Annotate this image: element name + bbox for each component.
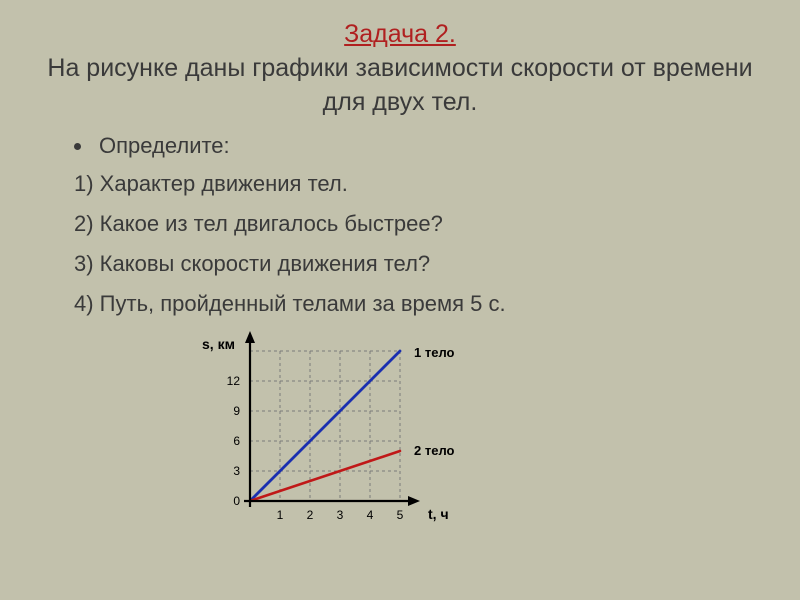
svg-text:5: 5 — [397, 508, 404, 522]
svg-text:2 тело: 2 тело — [414, 443, 455, 458]
svg-text:3: 3 — [233, 464, 240, 478]
svg-text:3: 3 — [337, 508, 344, 522]
svg-text:s, км: s, км — [202, 336, 235, 352]
task-item: 4) Путь, пройденный телами за время 5 с. — [74, 291, 760, 317]
task-item: 2) Какое из тел двигалось быстрее? — [74, 211, 760, 237]
svg-text:6: 6 — [233, 434, 240, 448]
svg-text:2: 2 — [307, 508, 314, 522]
title-accent: Задача 2. — [344, 20, 456, 48]
svg-text:0: 0 — [233, 494, 240, 508]
bullet-icon — [74, 143, 81, 150]
svg-text:1 тело: 1 тело — [414, 345, 455, 360]
bullet-label: Определите: — [99, 133, 230, 159]
bullet-row: Определите: — [74, 133, 760, 159]
svg-text:9: 9 — [233, 404, 240, 418]
svg-text:12: 12 — [227, 374, 241, 388]
task-item: 1) Характер движения тел. — [74, 171, 760, 197]
svg-text:1: 1 — [277, 508, 284, 522]
problem-title: Задача 2. На рисунке даны графики зависи… — [40, 18, 760, 119]
velocity-chart: 12345036912s, кмt, ч1 тело2 тело — [140, 331, 760, 546]
svg-text:t, ч: t, ч — [428, 506, 449, 522]
task-item: 3) Каковы скорости движения тел? — [74, 251, 760, 277]
title-rest: На рисунке даны графики зависимости скор… — [47, 54, 752, 116]
chart-svg: 12345036912s, кмt, ч1 тело2 тело — [140, 331, 500, 541]
svg-text:4: 4 — [367, 508, 374, 522]
